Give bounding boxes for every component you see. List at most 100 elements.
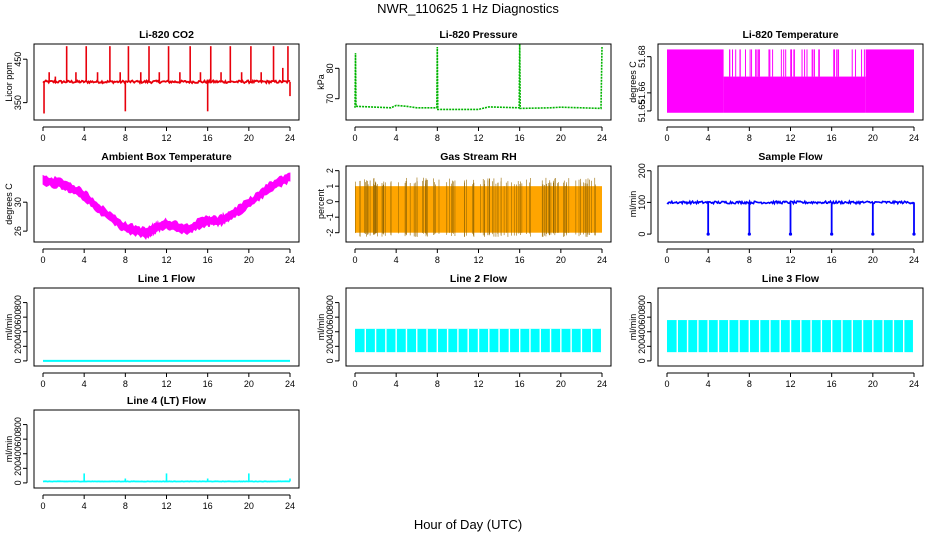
li-820-temperature-full-band-2 (865, 49, 914, 113)
li-820-temperature-x-tick-label: 12 (785, 133, 795, 143)
line-1-flow-x-axis: 0 4 8 12 16 20 24 (40, 372, 295, 389)
line-3-flow-x-tick-label: 0 (664, 379, 669, 389)
line-1-flow-y-tick-label: 200 (13, 339, 23, 354)
sample-flow-y-tick-label: 200 (637, 163, 647, 178)
ambient-box-temperature-noise-band (42, 172, 291, 241)
li-820-temperature-x-tick-label: 24 (909, 133, 919, 143)
gas-stream-rh-y-tick-label: -1 (325, 213, 335, 221)
li-820-temperature-title: Li-820 Temperature (742, 29, 838, 41)
sample-flow-x-tick-label: 20 (868, 255, 878, 265)
sample-flow-x-tick-label: 16 (827, 255, 837, 265)
line-2-flow-x-tick-label: 8 (435, 379, 440, 389)
panel-line-1-flow: Line 1 Flow ml/min 0 4 8 12 16 20 24 0 20040060080… (4, 273, 300, 389)
li-820-pressure-plot-frame (345, 43, 612, 121)
line-3-flow-y-tick-label: 800 (637, 295, 647, 310)
ambient-box-temperature-series (42, 172, 291, 241)
line-4-lt-flow-x-tick-label: 8 (123, 501, 128, 511)
line-3-flow-x-axis: 0 4 8 12 16 20 24 (664, 372, 919, 389)
ambient-box-temperature-x-tick-label: 20 (244, 255, 254, 265)
panel-li-820-temperature: Li-820 Temperature degrees C 0 4 8 12 16 20 24 51… (628, 29, 924, 143)
li-820-temperature-x-axis: 0 4 8 12 16 20 24 (664, 126, 919, 143)
gas-stream-rh-x-tick-label: 16 (515, 255, 525, 265)
gas-stream-rh-y-tick-label: 0 (325, 199, 335, 204)
gas-stream-rh-plot-frame (345, 165, 612, 243)
li-820-co2-x-tick-label: 8 (123, 133, 128, 143)
gas-stream-rh-y-label: percent (316, 188, 326, 219)
line-2-flow-y-tick-label: 800 (325, 295, 335, 310)
line-2-flow-y-tick-label: 400 (325, 324, 335, 339)
li-820-co2-x-tick-label: 20 (244, 133, 254, 143)
gas-stream-rh-x-tick-label: 20 (556, 255, 566, 265)
line-4-lt-flow-plot-frame (33, 409, 300, 489)
sample-flow-y-tick-label: 100 (637, 195, 647, 210)
li-820-temperature-plot-frame (657, 43, 924, 121)
sample-flow-y-axis: 0 100 200 (637, 163, 652, 237)
gas-stream-rh-x-tick-label: 4 (394, 255, 399, 265)
sample-flow-x-tick-label: 24 (909, 255, 919, 265)
li-820-co2-plot-frame (33, 43, 300, 121)
sample-flow-plot-frame (657, 165, 924, 243)
li-820-temperature-y-tick-label: 51.68 (637, 45, 647, 68)
line-4-lt-flow-x-tick-label: 4 (82, 501, 87, 511)
li-820-pressure-y-axis: 70 80 (325, 63, 340, 104)
sample-flow-y-label: ml/min (628, 191, 638, 218)
li-820-pressure-x-tick-label: 20 (556, 133, 566, 143)
li-820-pressure-x-axis: 0 4 8 12 16 20 24 (352, 126, 607, 143)
line-4-lt-flow-y-tick-label: 600 (13, 432, 23, 447)
panel-li-820-pressure: Li-820 Pressure kPa 0 4 8 12 16 20 24 70 80 (316, 29, 612, 143)
li-820-pressure-line (354, 43, 603, 111)
li-820-co2-x-tick-label: 0 (40, 133, 45, 143)
li-820-pressure-x-tick-label: 16 (515, 133, 525, 143)
line-4-lt-flow-y-label: ml/min (4, 436, 14, 463)
gas-stream-rh-x-tick-label: 12 (473, 255, 483, 265)
gas-stream-rh-x-tick-label: 8 (435, 255, 440, 265)
line-2-flow-y-label: ml/min (316, 314, 326, 341)
ambient-box-temperature-x-tick-label: 16 (203, 255, 213, 265)
line-1-flow-x-tick-label: 20 (244, 379, 254, 389)
li-820-pressure-series (354, 43, 603, 111)
line-4-lt-flow-x-tick-label: 20 (244, 501, 254, 511)
li-820-pressure-y-tick-label: 80 (325, 63, 335, 73)
line-2-flow-x-tick-label: 12 (473, 379, 483, 389)
li-820-temperature-x-tick-label: 0 (664, 133, 669, 143)
line-1-flow-x-tick-label: 16 (203, 379, 213, 389)
gas-stream-rh-series (355, 177, 602, 237)
li-820-temperature-lower-band (723, 76, 866, 113)
line-4-lt-flow-y-tick-label: 0 (13, 480, 23, 485)
line-1-flow-plot-frame (33, 287, 300, 367)
line-3-flow-x-tick-label: 4 (706, 379, 711, 389)
line-4-lt-flow-series (42, 473, 291, 483)
sample-flow-x-tick-label: 8 (747, 255, 752, 265)
line-2-flow-series (355, 328, 601, 357)
li-820-temperature-x-tick-label: 8 (747, 133, 752, 143)
li-820-co2-title: Li-820 CO2 (139, 29, 194, 41)
line-2-flow-title: Line 2 Flow (450, 273, 508, 285)
line-3-flow-x-tick-label: 24 (909, 379, 919, 389)
line-2-flow-x-tick-label: 24 (597, 379, 607, 389)
li-820-temperature-x-tick-label: 4 (706, 133, 711, 143)
li-820-pressure-x-tick-label: 8 (435, 133, 440, 143)
li-820-co2-y-label: Licor ppm (4, 62, 14, 102)
sample-flow-x-tick-label: 12 (785, 255, 795, 265)
line-1-flow-x-tick-label: 12 (161, 379, 171, 389)
ambient-box-temperature-x-tick-label: 8 (123, 255, 128, 265)
panel-ambient-box-temperature: Ambient Box Temperature degrees C 0 4 8 12 16 2… (4, 151, 300, 265)
line-1-flow-x-tick-label: 0 (40, 379, 45, 389)
sample-flow-drop-point-4 (830, 232, 834, 236)
line-1-flow-title: Line 1 Flow (138, 273, 196, 285)
sample-flow-x-axis: 0 4 8 12 16 20 24 (664, 248, 919, 265)
line-1-flow-y-label: ml/min (4, 314, 14, 341)
line-2-flow-plot-frame (345, 287, 612, 367)
ambient-box-temperature-plot-frame (33, 165, 300, 243)
li-820-co2-x-tick-label: 12 (161, 133, 171, 143)
line-2-flow-x-tick-label: 4 (394, 379, 399, 389)
li-820-pressure-x-tick-label: 0 (352, 133, 357, 143)
li-820-co2-y-tick-label: 350 (13, 95, 23, 110)
line-3-flow-y-tick-label: 0 (637, 358, 647, 363)
panel-line-3-flow: Line 3 Flow ml/min 0 4 8 12 16 20 24 0 20040060080… (628, 273, 924, 389)
